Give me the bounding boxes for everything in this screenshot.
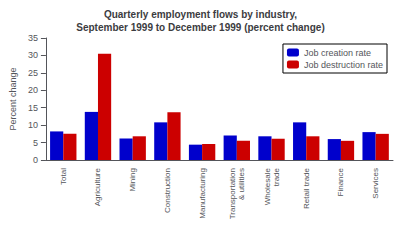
svg-text:5: 5 (33, 138, 38, 148)
svg-text:Transportation: Transportation (228, 168, 237, 219)
svg-text:10: 10 (28, 120, 38, 130)
svg-text:30: 30 (28, 50, 38, 60)
svg-text:Quarterly employment flows by: Quarterly employment flows by industry, (104, 9, 297, 20)
svg-text:20: 20 (28, 85, 38, 95)
svg-text:Total: Total (59, 168, 68, 185)
svg-text:Job destruction rate: Job destruction rate (304, 60, 383, 70)
svg-text:September 1999 to December 199: September 1999 to December 1999 (percent… (76, 22, 324, 33)
svg-text:Finance: Finance (336, 167, 345, 196)
svg-text:25: 25 (28, 68, 38, 78)
svg-text:Wholesale: Wholesale (263, 167, 272, 205)
svg-text:trade: trade (272, 167, 281, 186)
svg-text:35: 35 (28, 33, 38, 43)
svg-text:Agriculture: Agriculture (93, 167, 102, 206)
svg-text:15: 15 (28, 103, 38, 113)
svg-text:Percent change: Percent change (8, 67, 18, 130)
svg-text:Manufacturing: Manufacturing (198, 168, 207, 219)
svg-text:Services: Services (371, 168, 380, 199)
svg-text:0: 0 (33, 155, 38, 165)
svg-text:& utilities: & utilities (237, 168, 246, 200)
svg-text:Construction: Construction (163, 168, 172, 213)
svg-text:Job creation rate: Job creation rate (304, 48, 371, 58)
svg-text:Retail trade: Retail trade (302, 167, 311, 208)
svg-text:Mining: Mining (128, 168, 137, 192)
